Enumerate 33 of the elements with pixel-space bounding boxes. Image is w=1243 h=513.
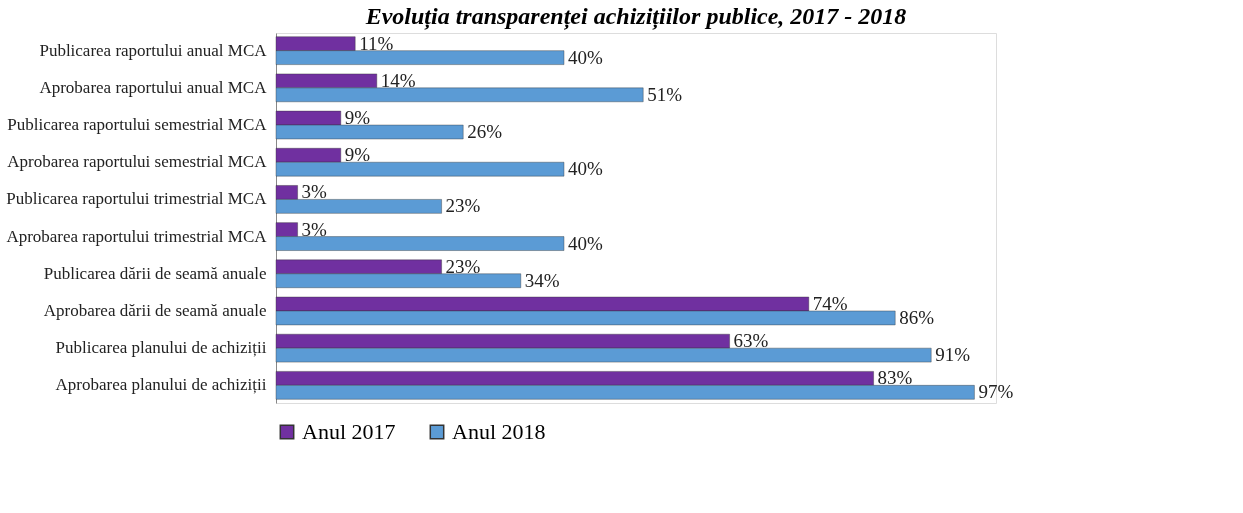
- data-label: 91%: [935, 344, 971, 366]
- data-label: 3%: [301, 181, 328, 203]
- data-label: 83%: [877, 367, 913, 389]
- data-label: 26%: [467, 121, 503, 143]
- data-label: 86%: [899, 306, 935, 328]
- data-label: 3%: [301, 218, 328, 240]
- chart-title: Evoluția transparenței achizițiilor publice, 2017 - 2018: [364, 3, 907, 30]
- data-label: 51%: [647, 83, 683, 105]
- data-label: 97%: [978, 381, 1014, 403]
- data-label: 14%: [380, 69, 416, 91]
- y-tick-label: Publicarea dării de seamă anuale: [43, 263, 267, 283]
- y-tick-label: Publicarea planului de achiziții: [55, 338, 267, 358]
- data-label: 63%: [733, 330, 769, 352]
- data-label: 23%: [445, 255, 481, 277]
- data-label: 11%: [359, 32, 394, 54]
- y-tick-label: Aprobarea raportului semestrial MCA: [7, 152, 268, 172]
- y-tick-label: Aprobarea planului de achiziții: [55, 375, 267, 395]
- y-tick-label: Aprobarea dării de seamă anuale: [43, 300, 267, 320]
- data-label: 40%: [568, 232, 603, 254]
- y-tick-label: Publicarea raportului semestrial MCA: [7, 115, 268, 135]
- y-tick-label: Aprobarea raportului trimestrial MCA: [6, 226, 268, 246]
- legend-label: Anul 2017: [302, 419, 396, 444]
- data-label: 9%: [344, 144, 371, 166]
- data-label: 9%: [344, 107, 371, 129]
- data-label: 40%: [568, 158, 603, 180]
- data-label: 23%: [445, 195, 481, 217]
- y-tick-label: Publicarea raportului trimestrial MCA: [6, 189, 268, 209]
- data-label: 40%: [568, 46, 603, 68]
- y-tick-label: Aprobarea raportului anual MCA: [39, 77, 268, 97]
- legend-label: Anul 2018: [452, 419, 546, 444]
- data-label: 34%: [524, 269, 560, 291]
- data-label: 74%: [812, 292, 848, 314]
- y-tick-label: Publicarea raportului anual MCA: [39, 40, 268, 60]
